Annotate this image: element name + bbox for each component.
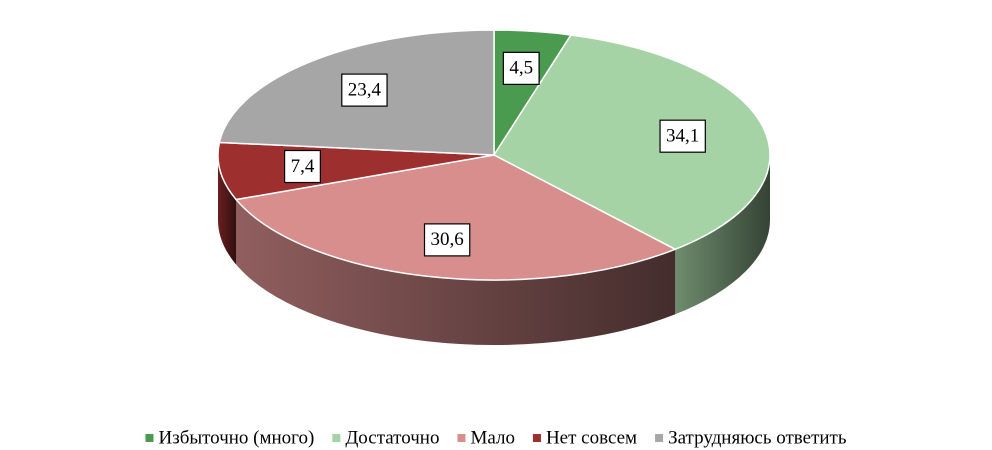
legend-label: Достаточно xyxy=(345,427,439,448)
data-label: 23,4 xyxy=(348,79,382,100)
pie-side-shade xyxy=(236,199,676,345)
data-label: 7,4 xyxy=(291,156,315,177)
pie-side-shade xyxy=(675,155,771,315)
legend-swatch xyxy=(532,434,541,442)
data-label: 30,6 xyxy=(431,229,464,250)
data-label-box xyxy=(423,223,471,257)
legend-label: Затрудняюсь ответить xyxy=(668,427,847,448)
data-label: 34,1 xyxy=(666,126,699,147)
legend-label: Нет совсем xyxy=(546,427,637,448)
pie-slice xyxy=(234,154,678,281)
data-label-box xyxy=(284,149,321,184)
legend-swatch xyxy=(145,434,154,442)
data-label-box xyxy=(341,73,388,107)
legend: Избыточно (много) Достаточно Мало Нет совсе… xyxy=(145,427,847,448)
legend-label: Мало xyxy=(470,427,514,448)
pie-slice xyxy=(492,34,771,251)
legend-swatch xyxy=(655,434,664,442)
data-label: 4,5 xyxy=(509,58,533,79)
legend-swatch xyxy=(457,434,466,442)
data-label-box xyxy=(659,119,706,153)
data-label-box xyxy=(502,51,540,85)
legend-swatch xyxy=(332,434,341,442)
legend-label: Избыточно (много) xyxy=(158,427,314,448)
pie-side-shade xyxy=(218,155,237,265)
